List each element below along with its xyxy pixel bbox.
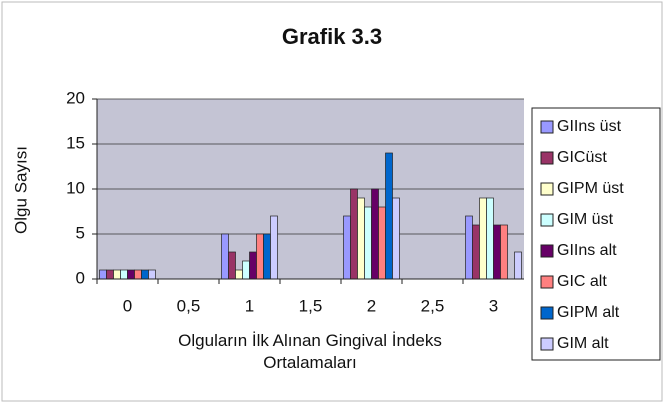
bar [472, 224, 480, 280]
bar [270, 215, 278, 280]
bar [392, 197, 400, 280]
bar [106, 269, 114, 280]
legend-swatch [540, 306, 554, 320]
bar [263, 233, 271, 280]
y-tick-label: 10 [66, 178, 85, 197]
bar [148, 269, 156, 280]
bar [465, 215, 473, 280]
legend-label: GIC alt [557, 273, 607, 290]
y-axis-label: Olgu Sayısı [11, 146, 30, 234]
x-tick-label: 1,5 [299, 296, 323, 315]
y-tick-label: 15 [66, 133, 85, 152]
bar [228, 251, 236, 280]
legend-label: GIM üst [557, 211, 614, 228]
x-tick-label: 2,5 [421, 296, 445, 315]
legend-swatch [540, 275, 554, 289]
bar [221, 233, 229, 280]
y-tick-label: 20 [66, 88, 85, 107]
bar [99, 269, 107, 280]
x-tick-label: 1 [245, 296, 254, 315]
bar [500, 224, 508, 280]
bar [249, 251, 257, 280]
legend [531, 107, 661, 361]
legend-swatch [540, 120, 554, 134]
bar [493, 224, 501, 280]
bar [141, 269, 149, 280]
legend-label: GIPM alt [557, 304, 620, 321]
bar [256, 233, 264, 280]
legend-swatch [540, 244, 554, 258]
bar [364, 206, 372, 280]
bar [350, 188, 358, 280]
bar [134, 269, 142, 280]
bar [113, 269, 121, 280]
y-tick-label: 5 [76, 223, 85, 242]
legend-label: GIIns üst [557, 118, 622, 135]
bar [120, 269, 128, 280]
x-tick-label: 0 [123, 296, 132, 315]
bar [479, 197, 487, 280]
chart-title: Grafik 3.3 [282, 24, 382, 49]
legend-swatch [540, 337, 554, 351]
bar [127, 269, 135, 280]
legend-label: GIPM üst [557, 180, 624, 197]
legend-swatch [540, 213, 554, 227]
legend-swatch [540, 151, 554, 165]
x-tick-label: 3 [489, 296, 498, 315]
bar [343, 215, 351, 280]
bar [235, 269, 243, 280]
bar [378, 206, 386, 280]
x-tick-label: 2 [367, 296, 376, 315]
bar [486, 197, 494, 280]
legend-label: GIIns alt [557, 242, 617, 259]
x-axis-label: Olguların İlk Alınan Gingival İndeks Ort… [178, 331, 442, 372]
legend-label: GIM alt [557, 335, 609, 352]
bar [514, 251, 522, 280]
bar [242, 260, 250, 280]
legend-label: GICüst [557, 149, 607, 166]
bar [371, 188, 379, 280]
bar [357, 197, 365, 280]
legend-swatch [540, 182, 554, 196]
bar [385, 152, 393, 280]
y-tick-label: 0 [76, 268, 85, 287]
x-tick-label: 0,5 [177, 296, 201, 315]
